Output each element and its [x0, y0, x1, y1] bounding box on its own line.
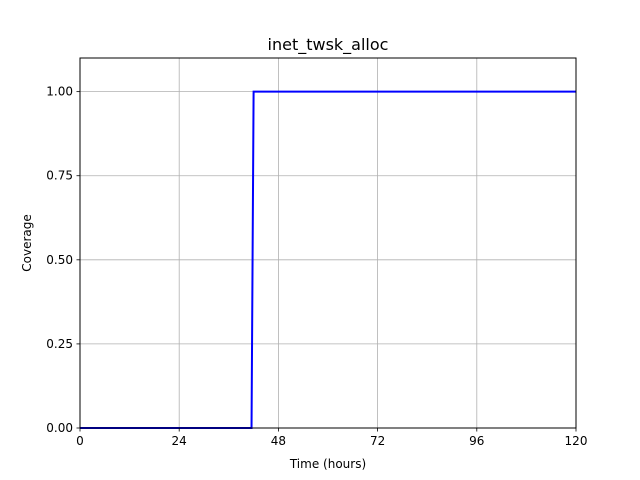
y-axis-label: Coverage [20, 214, 34, 272]
plot-frame [79, 57, 577, 429]
y-tick-label: 1.00 [46, 85, 73, 99]
y-tick-label: 0.25 [46, 337, 73, 351]
x-tick-label: 0 [76, 434, 84, 448]
x-axis-label: Time (hours) [289, 457, 366, 471]
x-tick-label: 96 [469, 434, 484, 448]
x-tick-label: 24 [172, 434, 187, 448]
axis-ticks: 0 24 48 72 96 120 0.00 0.25 0.50 0.75 1.00 [46, 85, 587, 448]
x-tick-label: 48 [271, 434, 286, 448]
y-tick-label: 0.75 [46, 169, 73, 183]
y-tick-label: 0.00 [46, 421, 73, 435]
chart-title: inet_twsk_alloc [268, 35, 389, 55]
x-tick-label: 72 [370, 434, 385, 448]
x-tick-label: 120 [565, 434, 588, 448]
y-tick-label: 0.50 [46, 253, 73, 267]
